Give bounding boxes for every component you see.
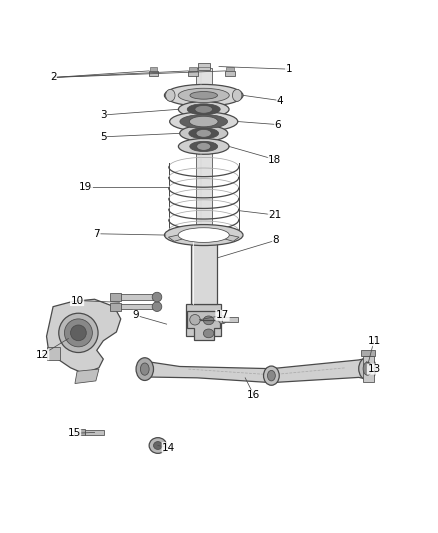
Text: 11: 11 <box>367 336 381 346</box>
Polygon shape <box>120 304 155 309</box>
Ellipse shape <box>164 224 243 246</box>
Text: 19: 19 <box>79 182 92 192</box>
Ellipse shape <box>195 106 212 113</box>
Polygon shape <box>212 232 239 241</box>
Ellipse shape <box>164 84 243 106</box>
Text: 2: 2 <box>50 72 57 83</box>
Polygon shape <box>196 68 212 243</box>
Polygon shape <box>46 348 60 360</box>
Text: 14: 14 <box>162 443 175 453</box>
Polygon shape <box>198 62 210 70</box>
Ellipse shape <box>180 115 228 128</box>
Polygon shape <box>363 356 374 382</box>
Polygon shape <box>186 304 221 336</box>
Ellipse shape <box>203 316 214 325</box>
Ellipse shape <box>178 101 229 117</box>
Ellipse shape <box>152 292 162 302</box>
Text: 9: 9 <box>133 310 139 320</box>
Ellipse shape <box>268 370 276 381</box>
Ellipse shape <box>190 92 218 99</box>
Ellipse shape <box>180 125 228 141</box>
Ellipse shape <box>178 139 229 154</box>
Text: 15: 15 <box>67 429 81 438</box>
Polygon shape <box>85 430 104 434</box>
Polygon shape <box>120 294 155 300</box>
Ellipse shape <box>189 128 219 139</box>
Text: 5: 5 <box>100 132 106 142</box>
Ellipse shape <box>196 130 212 138</box>
Ellipse shape <box>152 302 162 311</box>
Ellipse shape <box>190 141 218 151</box>
Polygon shape <box>187 311 220 340</box>
Polygon shape <box>168 232 196 241</box>
Polygon shape <box>189 67 197 71</box>
Ellipse shape <box>178 228 229 243</box>
Ellipse shape <box>219 316 226 324</box>
Ellipse shape <box>170 112 238 131</box>
Ellipse shape <box>166 90 175 101</box>
Polygon shape <box>191 243 217 304</box>
Polygon shape <box>110 303 121 311</box>
Ellipse shape <box>359 357 376 380</box>
Ellipse shape <box>203 329 214 338</box>
Ellipse shape <box>59 313 98 352</box>
Ellipse shape <box>64 319 92 347</box>
Polygon shape <box>110 293 121 301</box>
Ellipse shape <box>71 325 86 341</box>
Text: 18: 18 <box>268 155 282 165</box>
Polygon shape <box>46 299 121 374</box>
Ellipse shape <box>178 88 229 102</box>
Ellipse shape <box>233 90 242 101</box>
Ellipse shape <box>363 362 372 375</box>
Text: 3: 3 <box>100 110 106 120</box>
Polygon shape <box>79 430 85 435</box>
Ellipse shape <box>141 363 149 375</box>
Polygon shape <box>145 358 367 383</box>
Text: 21: 21 <box>268 210 282 220</box>
Text: 10: 10 <box>71 296 84 305</box>
Ellipse shape <box>190 314 200 325</box>
Text: 1: 1 <box>286 64 292 74</box>
Text: 16: 16 <box>247 390 261 400</box>
Text: 4: 4 <box>277 95 283 106</box>
Text: 17: 17 <box>216 310 229 320</box>
Ellipse shape <box>197 142 211 150</box>
Text: 8: 8 <box>272 235 279 245</box>
Polygon shape <box>188 71 198 76</box>
Polygon shape <box>223 317 238 322</box>
Polygon shape <box>361 350 375 356</box>
Text: 7: 7 <box>93 229 100 239</box>
Ellipse shape <box>264 366 279 385</box>
Text: 6: 6 <box>275 119 281 130</box>
Ellipse shape <box>149 438 166 454</box>
Ellipse shape <box>136 358 153 381</box>
Ellipse shape <box>153 441 162 449</box>
Text: 13: 13 <box>367 364 381 374</box>
Polygon shape <box>225 71 235 76</box>
Polygon shape <box>149 71 158 76</box>
Polygon shape <box>75 369 99 384</box>
Ellipse shape <box>189 116 218 127</box>
Ellipse shape <box>187 104 220 115</box>
Polygon shape <box>150 67 157 71</box>
Text: 12: 12 <box>35 350 49 360</box>
Polygon shape <box>226 67 234 71</box>
